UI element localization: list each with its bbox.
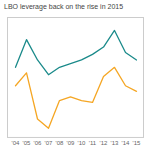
svg-text:'12: '12: [100, 140, 108, 146]
svg-text:'14: '14: [122, 140, 130, 146]
svg-text:'09: '09: [67, 140, 75, 146]
html-text:LBO leverage back on the rise: LBO leverage back on the rise in 2015: [4, 3, 124, 10]
svg-text:'15: '15: [133, 140, 141, 146]
svg-text:'08: '08: [56, 140, 64, 146]
svg-text:'11: '11: [89, 140, 97, 146]
svg-text:'04: '04: [12, 140, 20, 146]
svg-text:'13: '13: [111, 140, 119, 146]
svg-text:'07: '07: [45, 140, 53, 146]
svg-text:'10: '10: [78, 140, 86, 146]
svg-text:'05: '05: [23, 140, 31, 146]
svg-text:'06: '06: [34, 140, 42, 146]
